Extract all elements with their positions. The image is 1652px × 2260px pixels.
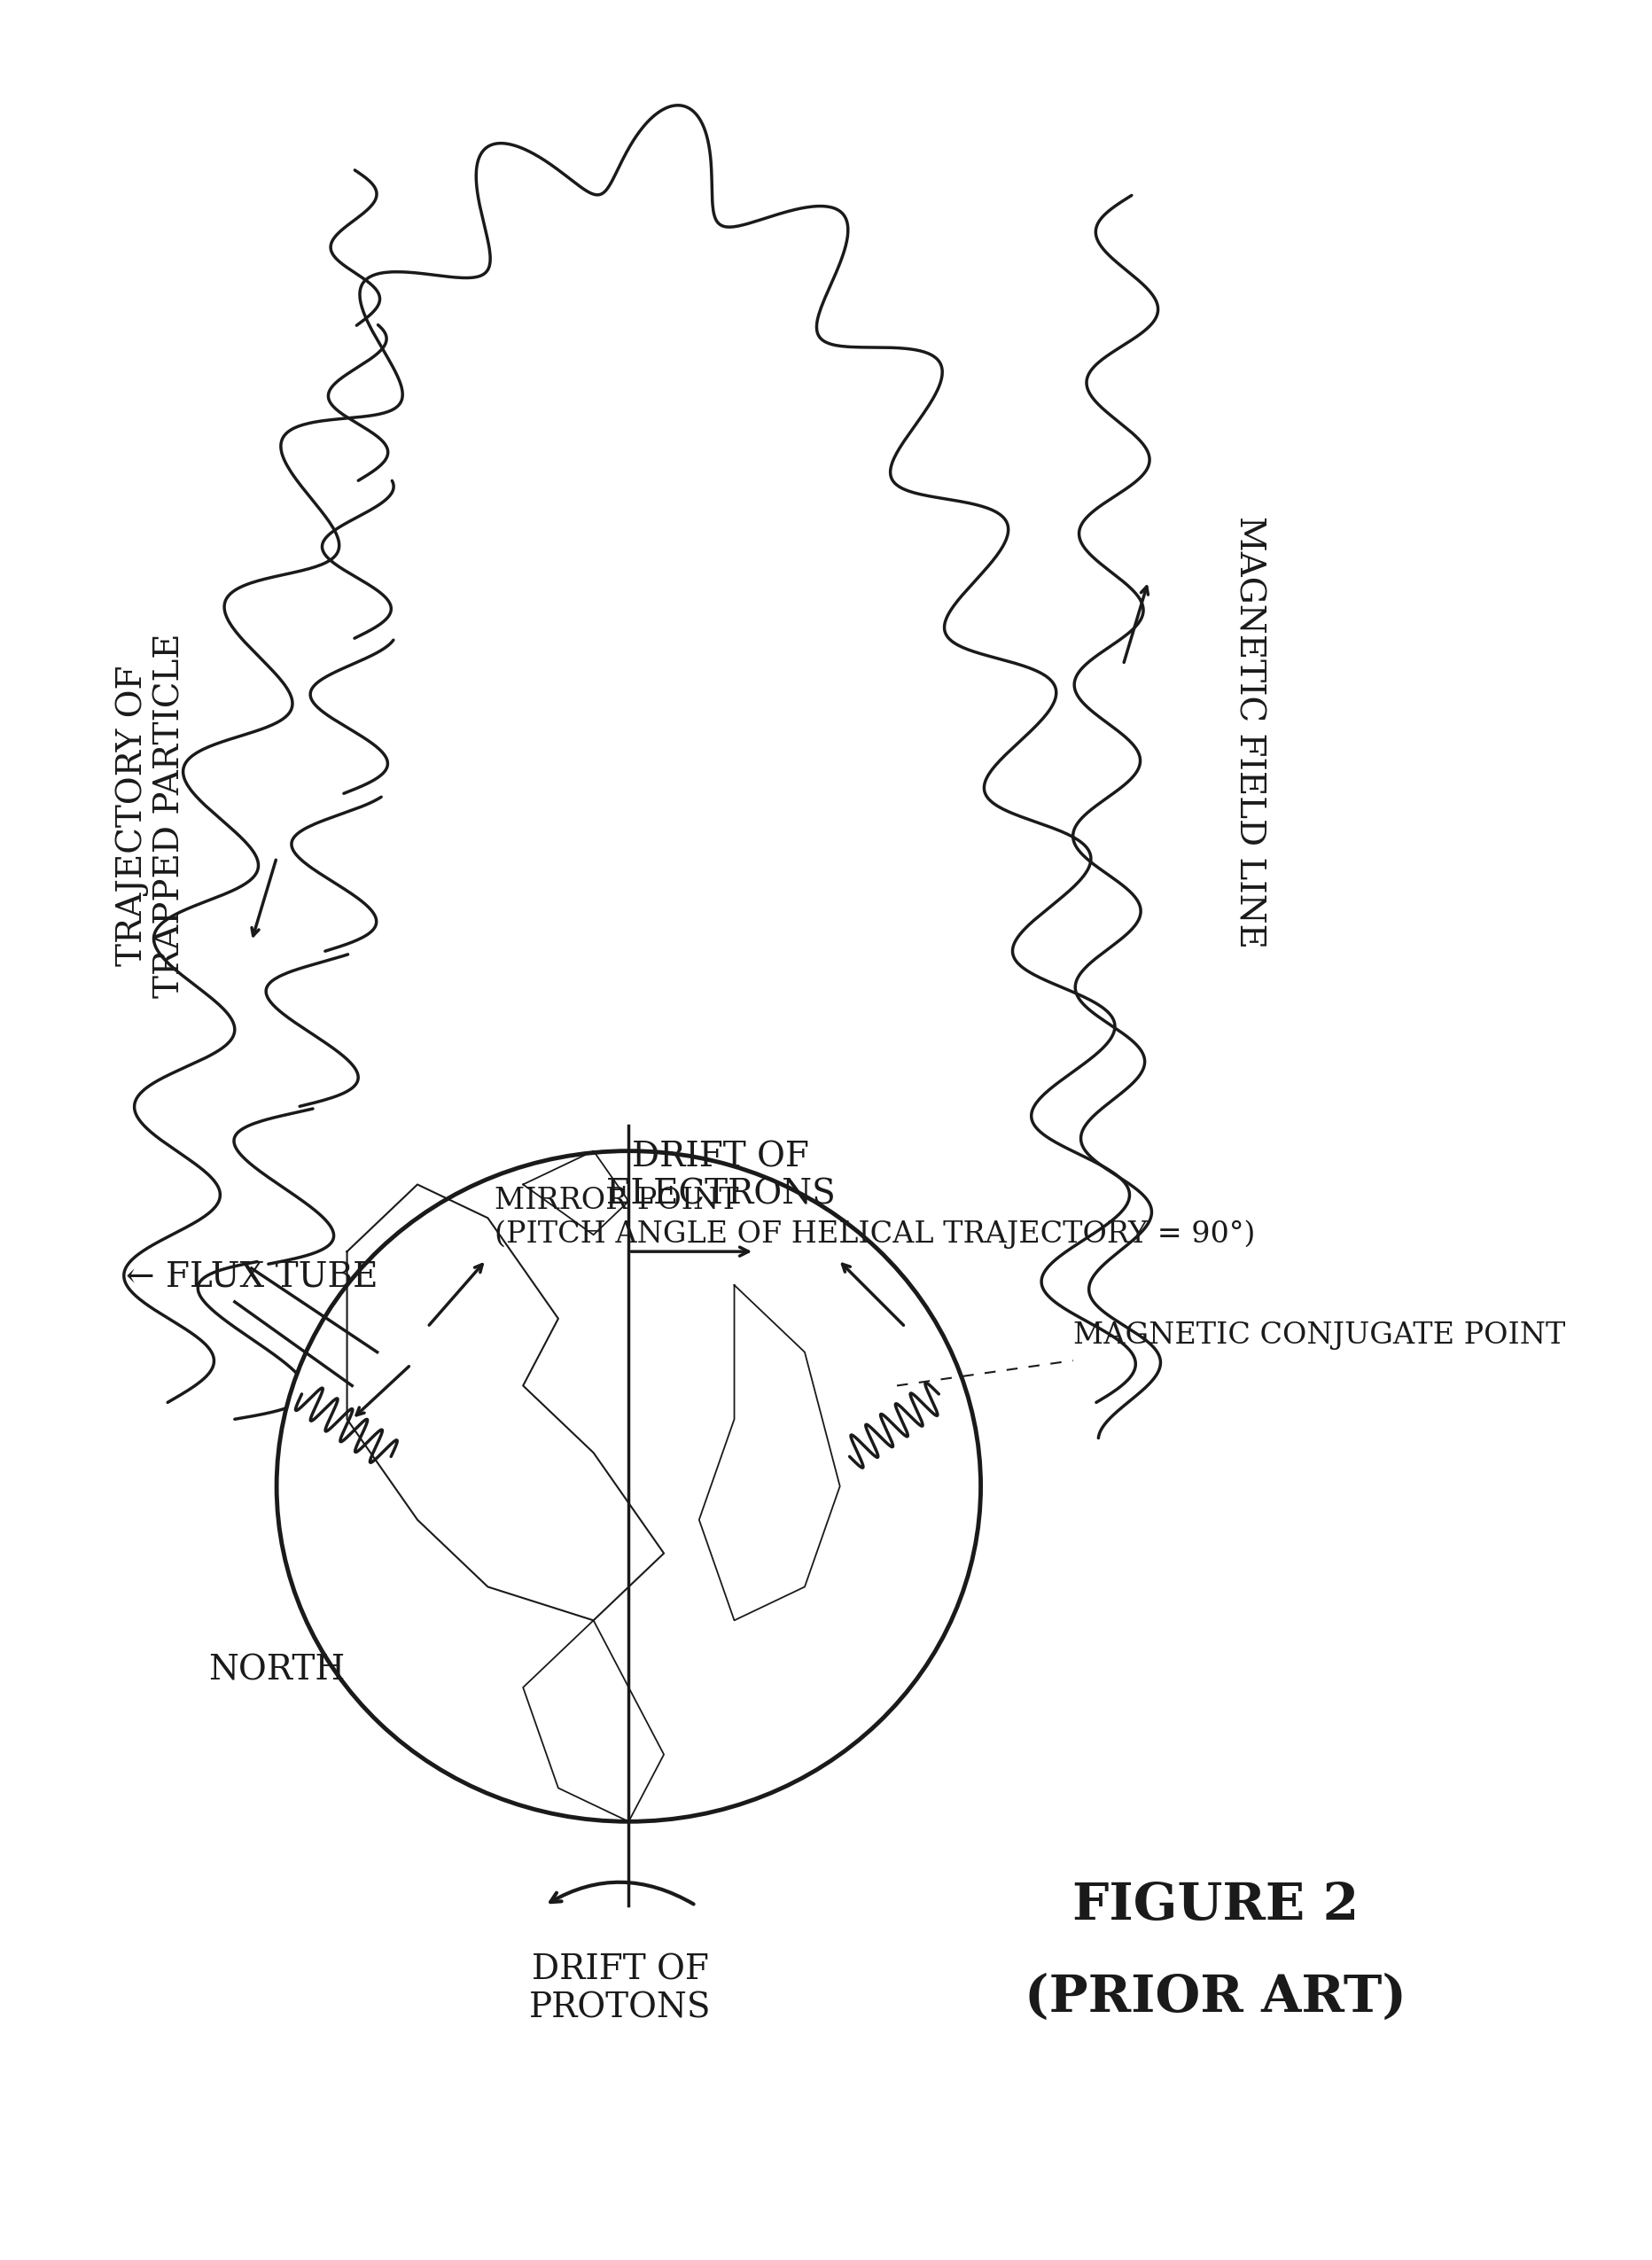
Text: MAGNETIC CONJUGATE POINT: MAGNETIC CONJUGATE POINT bbox=[1072, 1322, 1564, 1349]
Text: MAGNETIC FIELD LINE: MAGNETIC FIELD LINE bbox=[1232, 515, 1265, 949]
Text: MIRROR POINT
(PITCH ANGLE OF HELICAL TRAJECTORY = 90°): MIRROR POINT (PITCH ANGLE OF HELICAL TRA… bbox=[494, 1186, 1256, 1250]
Text: (PRIOR ART): (PRIOR ART) bbox=[1024, 1973, 1406, 2023]
Text: TRAJECTORY OF
TRAPPED PARTICLE: TRAJECTORY OF TRAPPED PARTICLE bbox=[116, 633, 187, 999]
Text: DRIFT OF
PROTONS: DRIFT OF PROTONS bbox=[529, 1955, 712, 2025]
Text: NORTH: NORTH bbox=[208, 1654, 345, 1686]
Ellipse shape bbox=[276, 1150, 981, 1822]
Text: DRIFT OF
ELECTRONS: DRIFT OF ELECTRONS bbox=[606, 1141, 836, 1211]
Text: ← FLUX TUBE: ← FLUX TUBE bbox=[126, 1261, 378, 1293]
Text: FIGURE 2: FIGURE 2 bbox=[1072, 1880, 1358, 1930]
